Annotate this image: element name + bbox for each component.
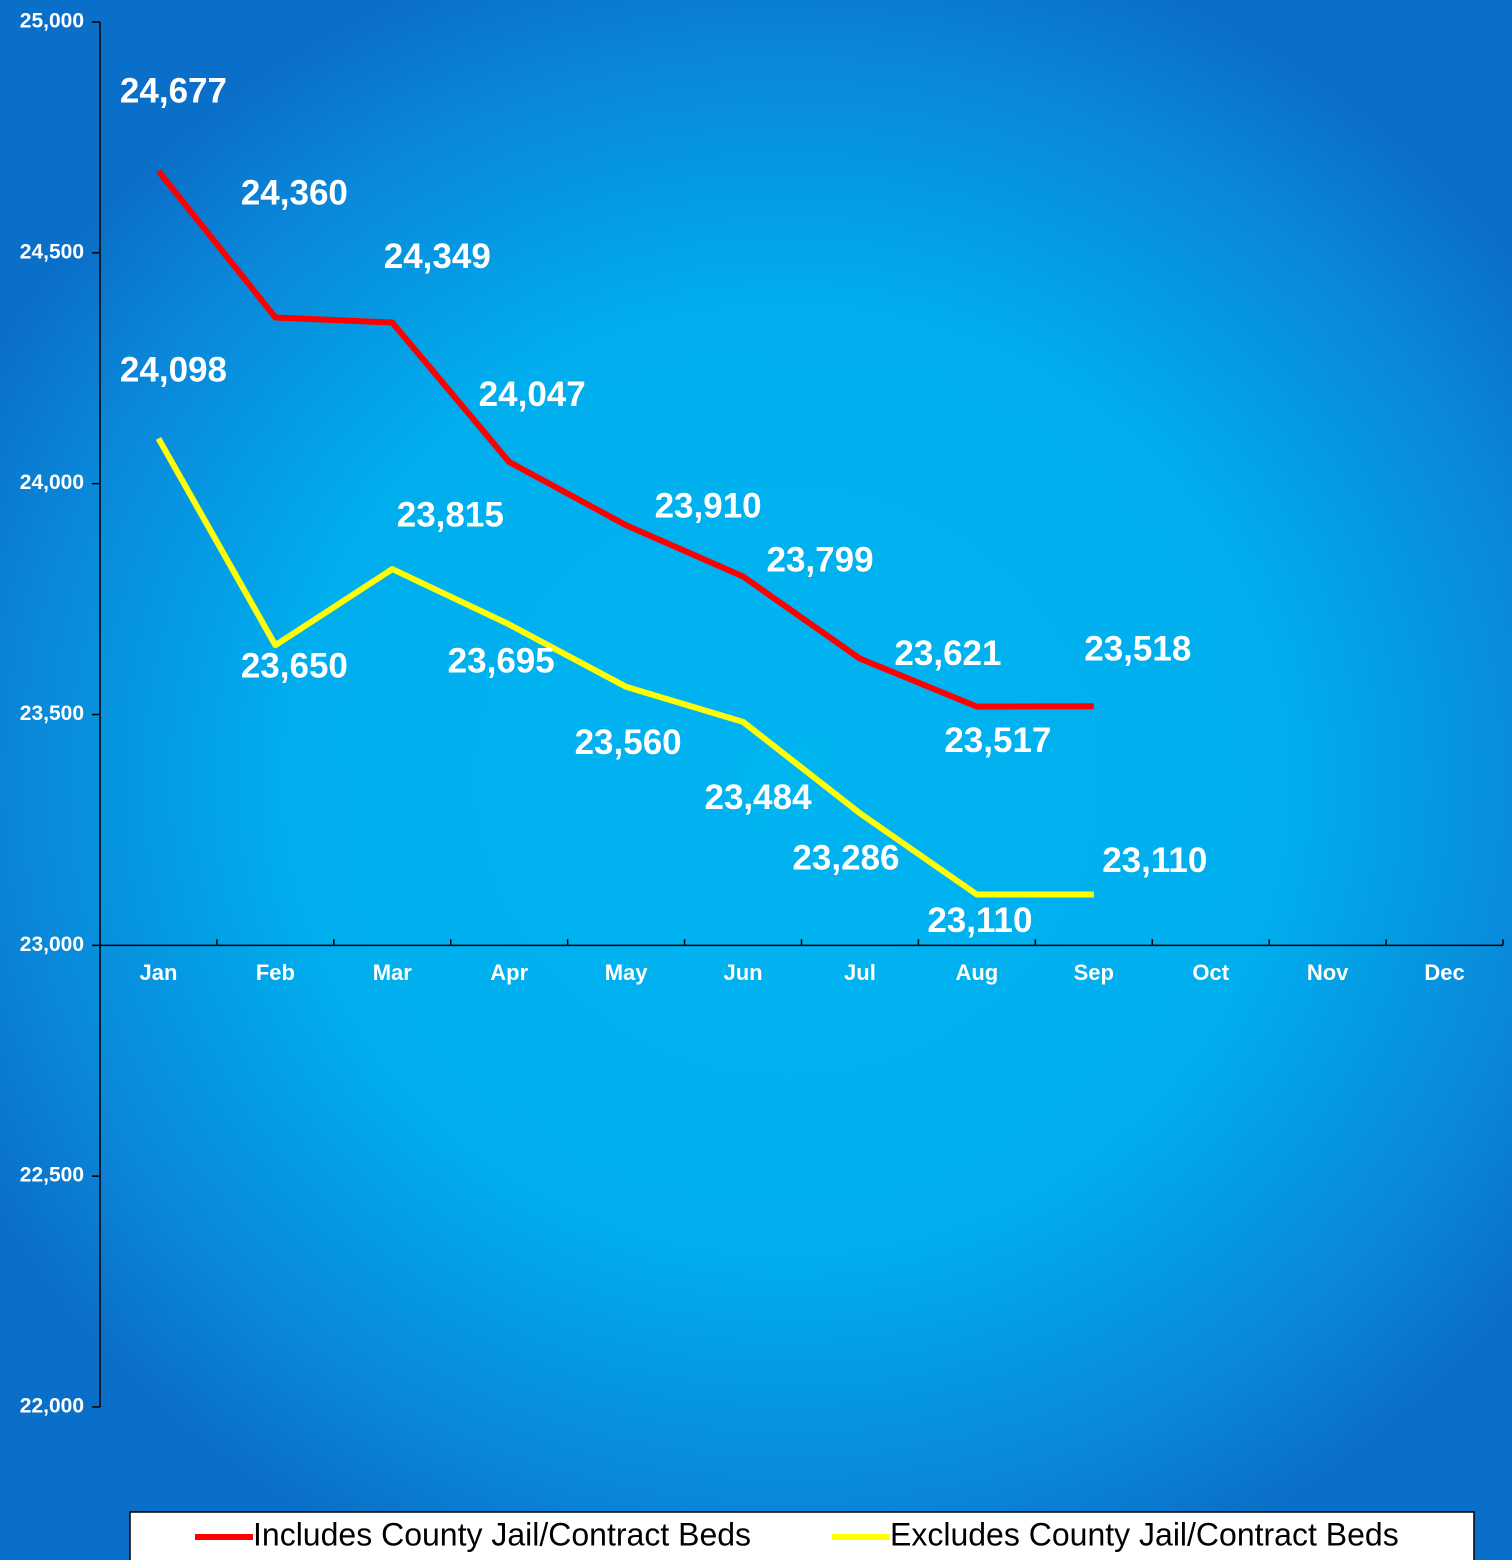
y-tick-label: 25,000 xyxy=(20,10,84,33)
data-label: 24,098 xyxy=(120,351,227,390)
x-tick-label: Aug xyxy=(955,960,998,985)
data-label: 23,815 xyxy=(397,495,504,534)
legend-label: Excludes County Jail/Contract Beds xyxy=(890,1516,1399,1552)
data-label: 23,517 xyxy=(944,721,1051,760)
data-label: 23,110 xyxy=(927,901,1032,940)
x-tick-label: May xyxy=(605,960,649,985)
x-tick-label: Mar xyxy=(373,960,413,985)
series-line xyxy=(155,436,1094,898)
x-tick-label: Jan xyxy=(139,960,177,985)
x-tick-label: Jun xyxy=(723,960,762,985)
legend-box xyxy=(129,1511,1475,1560)
data-label: 23,650 xyxy=(241,647,348,686)
series-line xyxy=(156,169,1094,710)
data-label: 23,910 xyxy=(655,486,762,525)
data-label: 23,286 xyxy=(792,839,899,878)
y-tick-label: 22,000 xyxy=(20,1395,84,1418)
data-label: 24,360 xyxy=(241,174,348,213)
x-tick-label: Apr xyxy=(490,960,528,985)
data-label: 24,047 xyxy=(479,375,586,414)
data-label: 24,349 xyxy=(384,237,491,276)
data-label: 23,110 xyxy=(1102,841,1207,880)
y-tick-label: 23,000 xyxy=(20,933,84,956)
x-tick-label: Dec xyxy=(1424,960,1464,985)
y-tick-label: 23,500 xyxy=(20,702,84,725)
data-label: 23,518 xyxy=(1084,629,1191,668)
data-label: 24,677 xyxy=(120,71,227,110)
data-label: 23,695 xyxy=(448,642,555,681)
data-label: 23,484 xyxy=(705,778,813,817)
x-tick-label: Nov xyxy=(1307,960,1349,985)
x-tick-label: Feb xyxy=(256,960,295,985)
x-tick-label: Jul xyxy=(844,960,876,985)
x-tick-label: Sep xyxy=(1074,960,1114,985)
data-label: 23,621 xyxy=(894,634,1001,673)
x-tick-label: Oct xyxy=(1192,960,1229,985)
y-tick-label: 24,000 xyxy=(20,471,84,494)
y-tick-label: 24,500 xyxy=(20,240,84,263)
y-tick-label: 22,500 xyxy=(20,1164,84,1187)
data-label: 23,560 xyxy=(575,723,682,762)
data-label: 23,799 xyxy=(767,541,874,580)
legend-label: Includes County Jail/Contract Beds xyxy=(253,1516,751,1552)
